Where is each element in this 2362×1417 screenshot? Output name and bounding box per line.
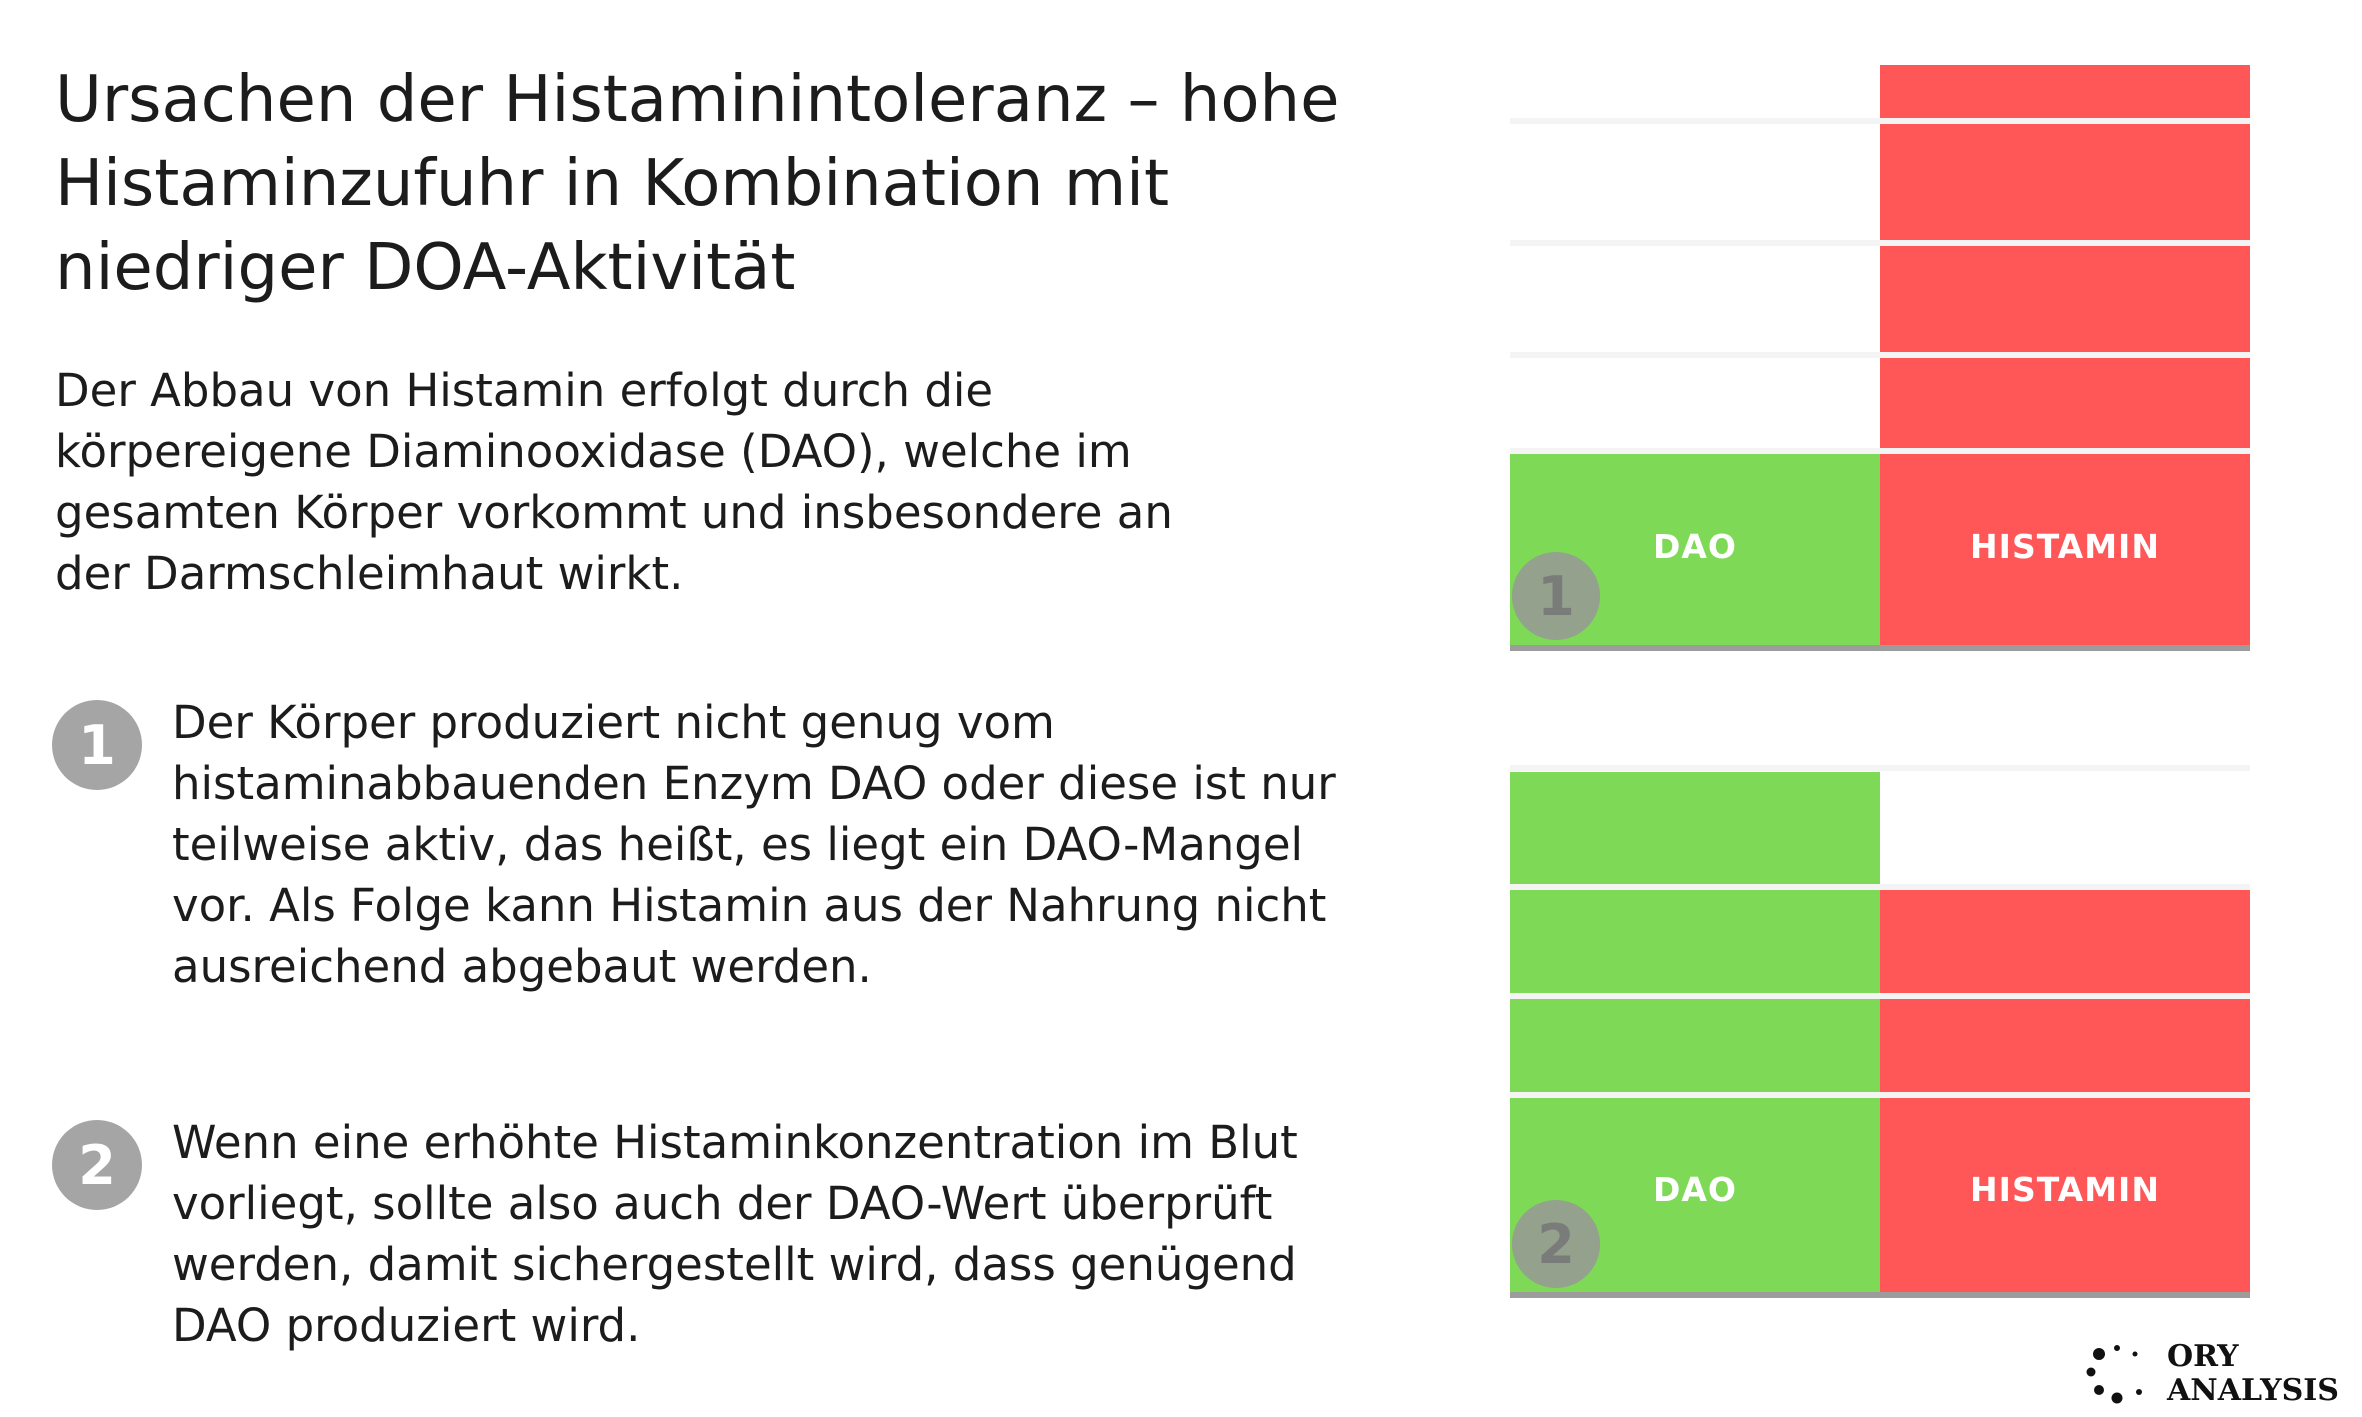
page-title: Ursachen der Histaminintoleranz – hohe H…: [55, 63, 1340, 305]
logo-line-2: ANALYSIS: [2167, 1373, 2339, 1408]
dao-label-1: DAO: [1653, 527, 1737, 566]
logo-text: ORY ANALYSIS: [2167, 1340, 2339, 1408]
grid-line: [1510, 448, 2250, 454]
intro-paragraph: Der Abbau von Histamin erfolgt durch die…: [55, 364, 1173, 600]
diagram-baseline: [1510, 1292, 2250, 1298]
cause-text-2: Wenn eine erhöhte Histaminkonzentration …: [172, 1116, 1298, 1352]
diagram-dao-histamin-1: DAO HISTAMIN 1: [1510, 65, 2250, 651]
grid-line: [1510, 352, 2250, 358]
grid-line: [1510, 884, 2250, 890]
ory-analysis-logo: ORY ANALYSIS: [2085, 1340, 2339, 1410]
cause-text-1: Der Körper produziert nicht genug vom hi…: [172, 696, 1336, 993]
grid-line: [1510, 993, 2250, 999]
grid-line: [1510, 118, 2250, 124]
dao-label-2: DAO: [1653, 1170, 1737, 1209]
histamin-label-1: HISTAMIN: [1970, 527, 2160, 566]
grid-line: [1510, 1092, 2250, 1098]
cause-item-1: 1 Der Körper produziert nicht genug vom …: [52, 692, 1362, 1012]
diagram-badge-1: 1: [1512, 552, 1600, 640]
number-badge-1: 1: [52, 700, 142, 790]
diagram-dao-histamin-2: DAO HISTAMIN 2: [1510, 760, 2250, 1298]
diagram-baseline: [1510, 645, 2250, 651]
number-badge-2: 2: [52, 1120, 142, 1210]
diagram-badge-2: 2: [1512, 1200, 1600, 1288]
cause-item-2: 2 Wenn eine erhöhte Histaminkonzentratio…: [52, 1112, 1362, 1372]
histamin-bar-1: [1880, 65, 2250, 651]
histamin-label-2: HISTAMIN: [1970, 1170, 2160, 1209]
logo-dots-icon: [2086, 1345, 2142, 1404]
logo-line-1: ORY: [2167, 1339, 2239, 1374]
grid-line: [1510, 240, 2250, 246]
grid-line: [1510, 765, 2250, 771]
